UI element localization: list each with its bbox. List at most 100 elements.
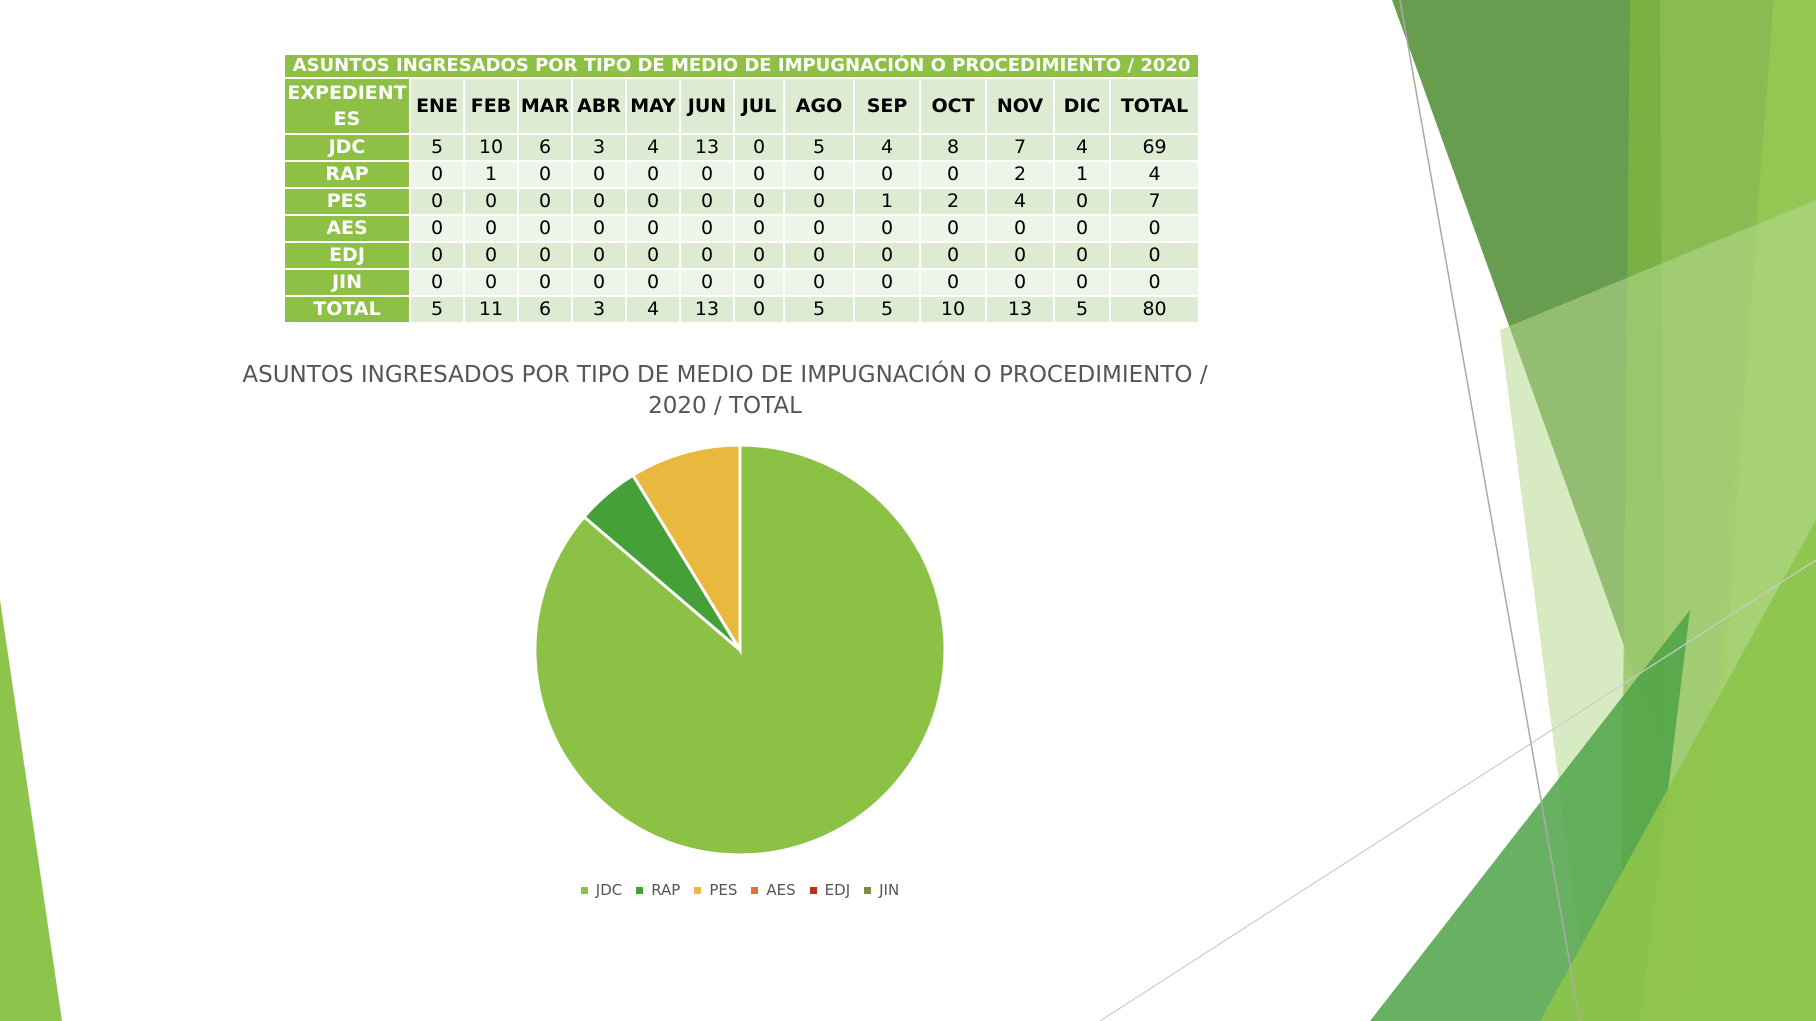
table-row: RAP 0 1 0 0 0 0 0 0 0 0 2 1 4 <box>283 160 1201 189</box>
header-cell-dic: DIC <box>1053 77 1111 135</box>
table-cell: 0 <box>783 241 855 270</box>
table-cell: 10 <box>919 295 987 324</box>
table-cell: 5 <box>853 295 921 324</box>
table-cell: 0 <box>919 241 987 270</box>
table-header-row: EXPEDIENT ES ENE FEB MAR ABR MAY JUN JUL AGO SEP… <box>283 77 1201 135</box>
pie-chart <box>533 443 947 857</box>
legend-label: JIN <box>879 881 900 899</box>
table-cell: 0 <box>625 214 681 243</box>
chart-title-line1: ASUNTOS INGRESADOS POR TIPO DE MEDIO DE … <box>242 362 1208 388</box>
header-cell-oct: OCT <box>919 77 987 135</box>
table-cell: 0 <box>409 268 465 297</box>
table-cell: 0 <box>1108 214 1201 243</box>
row-label-edj: EDJ <box>283 241 411 270</box>
table-cell: 0 <box>517 241 573 270</box>
table-cell: 13 <box>679 295 735 324</box>
row-header-line2: ES <box>333 108 361 130</box>
legend-swatch <box>751 886 759 894</box>
table-cell: 80 <box>1108 295 1201 324</box>
table-cell: 0 <box>985 241 1055 270</box>
table-cell: 0 <box>919 160 987 189</box>
table-cell: 0 <box>733 268 785 297</box>
legend-label: PES <box>709 881 738 899</box>
row-label-rap: RAP <box>283 160 411 189</box>
table-cell: 4 <box>625 133 681 162</box>
header-cell-jun: JUN <box>679 77 735 135</box>
table-cell: 0 <box>679 214 735 243</box>
data-table: ASUNTOS INGRESADOS POR TIPO DE MEDIO DE … <box>282 53 1201 324</box>
table-cell: 0 <box>733 133 785 162</box>
table-cell: 0 <box>783 268 855 297</box>
legend-item-jdc: JDC <box>580 881 622 899</box>
table-cell: 0 <box>733 187 785 216</box>
table-cell: 0 <box>853 214 921 243</box>
legend-item-aes: AES <box>751 881 796 899</box>
table-cell: 6 <box>517 295 573 324</box>
table-cell: 0 <box>409 160 465 189</box>
table-cell: 0 <box>733 214 785 243</box>
table-cell: 0 <box>463 268 519 297</box>
legend-swatch <box>580 886 588 894</box>
header-cell-sep: SEP <box>853 77 921 135</box>
row-label-jdc: JDC <box>283 133 411 162</box>
table-cell: 0 <box>571 214 627 243</box>
table-cell: 0 <box>463 187 519 216</box>
legend-item-pes: PES <box>694 881 737 899</box>
table-cell: 7 <box>985 133 1055 162</box>
table-row: PES 0 0 0 0 0 0 0 0 1 2 4 0 7 <box>283 187 1201 216</box>
table-cell: 0 <box>1053 214 1111 243</box>
table-cell: 8 <box>919 133 987 162</box>
header-cell-feb: FEB <box>463 77 519 135</box>
table-cell: 0 <box>1053 268 1111 297</box>
table-cell: 0 <box>679 160 735 189</box>
table-cell: 0 <box>571 268 627 297</box>
table-cell: 1 <box>853 187 921 216</box>
table-cell: 0 <box>409 187 465 216</box>
chart-title: ASUNTOS INGRESADOS POR TIPO DE MEDIO DE … <box>230 360 1220 422</box>
table-cell: 5 <box>409 133 465 162</box>
table-cell: 0 <box>625 187 681 216</box>
header-cell-jul: JUL <box>733 77 785 135</box>
table-cell: 3 <box>571 133 627 162</box>
table-cell: 0 <box>625 160 681 189</box>
table-cell: 6 <box>517 133 573 162</box>
header-cell-mar: MAR <box>517 77 573 135</box>
table-title: ASUNTOS INGRESADOS POR TIPO DE MEDIO DE … <box>282 53 1201 79</box>
table-cell: 0 <box>571 160 627 189</box>
table-cell: 0 <box>783 187 855 216</box>
table-cell: 0 <box>571 241 627 270</box>
table-cell: 4 <box>1108 160 1201 189</box>
table-row: JDC 5 10 6 3 4 13 0 5 4 8 7 4 69 <box>283 133 1201 162</box>
table-cell: 0 <box>783 160 855 189</box>
legend-item-rap: RAP <box>636 881 680 899</box>
row-label-aes: AES <box>283 214 411 243</box>
table-cell: 0 <box>463 241 519 270</box>
table-cell: 7 <box>1108 187 1201 216</box>
table-row: JIN 0 0 0 0 0 0 0 0 0 0 0 0 0 <box>283 268 1201 297</box>
legend-swatch <box>694 886 702 894</box>
legend-label: EDJ <box>824 881 851 899</box>
table-cell: 2 <box>919 187 987 216</box>
table-cell: 0 <box>409 214 465 243</box>
table-cell: 0 <box>985 214 1055 243</box>
table-row: AES 0 0 0 0 0 0 0 0 0 0 0 0 0 <box>283 214 1201 243</box>
table-cell: 0 <box>463 214 519 243</box>
legend-swatch <box>864 886 872 894</box>
table-row: EDJ 0 0 0 0 0 0 0 0 0 0 0 0 0 <box>283 241 1201 270</box>
table-cell: 0 <box>783 214 855 243</box>
pie-slice-pes <box>630 443 742 656</box>
table-cell: 2 <box>985 160 1055 189</box>
table-row: TOTAL 5 11 6 3 4 13 0 5 5 10 13 5 80 <box>283 295 1201 324</box>
legend-item-jin: JIN <box>864 881 899 899</box>
table-cell: 5 <box>1053 295 1111 324</box>
table-cell: 0 <box>517 268 573 297</box>
table-cell: 0 <box>919 214 987 243</box>
table-cell: 5 <box>409 295 465 324</box>
header-cell-may: MAY <box>625 77 681 135</box>
header-cell-total: TOTAL <box>1108 77 1201 135</box>
table-cell: 0 <box>1108 241 1201 270</box>
table-cell: 0 <box>409 241 465 270</box>
table-cell: 13 <box>985 295 1055 324</box>
table-cell: 4 <box>1053 133 1111 162</box>
